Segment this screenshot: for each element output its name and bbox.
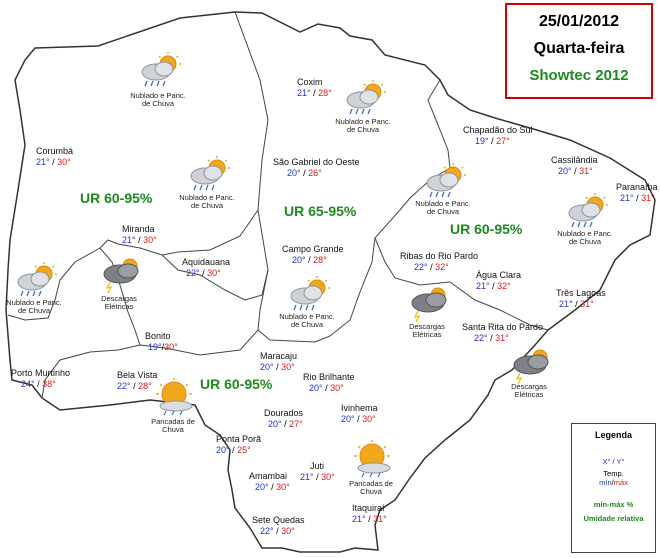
state-outline [5,11,656,553]
city-label: São Gabriel do Oeste 20° / 26° [273,157,360,178]
forecast-date: 25/01/2012 [538,13,620,30]
weather-caption: Nublado e Panc. de Chuva [415,199,471,216]
city-label: Aquidauana 22° / 30° [182,257,231,278]
city-label: Sete Quedas 22° / 30° [252,515,305,536]
weather-caption: Descargas Elétricas [511,382,547,399]
legend-box: Legenda X° / Y° Temp. mín/máx mín-máx % … [571,423,656,553]
city-label: Juti 21° / 30° [300,461,335,482]
weather-caption: Nublado e Panc. de Chuva [335,117,391,134]
city-label: Cassilândia 20° / 31° [551,155,598,176]
city-label: Maracaju 20° / 30° [260,351,298,372]
weather-caption: Pancadas de Chuva [349,479,393,496]
weather-caption: Nublado e Panc. de Chuva [130,91,186,108]
region-border [374,237,549,331]
weather-caption: Nublado e Panc. de Chuva [557,229,613,246]
city-label: Ribas do Rio Pardo 22° / 32° [400,251,479,272]
region-border [139,329,259,356]
city-label: Três Lagoas 21° / 31° [556,288,606,309]
legend-minmax-symbol: X° / Y° [602,457,625,466]
city-label: Campo Grande 20° / 28° [282,244,344,265]
humidity-zone: UR 65-95% [284,203,357,219]
city-label: Santa Rita do Pardo 22° / 31° [462,322,544,343]
city-label: Bonito 19°/30° [145,331,178,352]
legend-temp: Temp. mín/máx [599,469,628,487]
city-label: Bela Vista 22° / 28° [117,370,158,391]
region-border [161,254,269,301]
weather-caption: Descargas Elétricas [409,322,445,339]
city-label: Paranaíba 21° / 31° [616,182,658,203]
city-label: Ivinhema 20° / 30° [341,403,378,424]
humidity-zone: UR 60-95% [450,221,523,237]
legend-humidity-label: Umidade relativa [583,514,644,523]
region-border [234,11,451,343]
city-label: Coxim 21° / 28° [297,77,332,98]
weather-caption: Descargas Elétricas [101,294,137,311]
forecast-weekday: Quarta-feira [533,40,625,57]
weather-caption: Nublado e Panc. de Chuva [6,298,62,315]
city-label: Rio Brilhante 20° / 30° [303,372,355,393]
city-label: Corumbá 21° / 30° [36,146,74,167]
weather-caption: Nublado e Panc. de Chuva [179,193,235,210]
legend-humidity-symbol: mín-máx % [593,500,634,509]
humidity-zone: UR 60-95% [80,190,153,206]
city-label: Itaquiraí 21° / 31° [352,503,387,524]
forecast-source: Showtec 2012 [529,67,629,84]
city-label: Água Clara 21° / 32° [476,270,522,291]
city-label: Miranda 21° / 30° [122,224,157,245]
city-label: Chapadão do Sul 19° / 27° [463,125,533,146]
legend-title: Legenda [594,430,632,440]
city-label: Ponta Porã 20° / 25° [216,434,262,455]
city-label: Porto Murtinho 24° / 38° [11,368,71,389]
city-label: Dourados 20° / 27° [264,408,304,429]
humidity-zone: UR 60-95% [200,376,273,392]
region-border [7,209,259,321]
weather-caption: Nublado e Panc. de Chuva [279,312,335,329]
city-label: Amambai 20° / 30° [249,471,290,492]
date-box: 25/01/2012 Quarta-feira Showtec 2012 [505,3,653,99]
weather-caption: Pancadas de Chuva [151,417,195,434]
